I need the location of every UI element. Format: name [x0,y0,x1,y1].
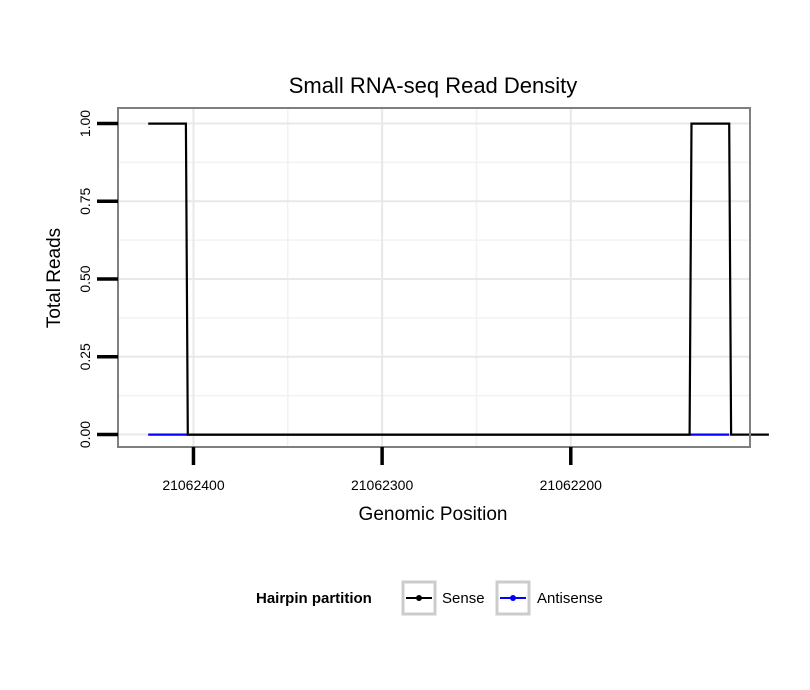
series-layer [148,122,769,436]
y-tick-label: 1.00 [77,110,93,137]
y-tick-label: 0.50 [77,265,93,292]
x-axis: 21062400 21062300 21062200 [162,447,602,493]
legend-item-sense: Sense [401,580,485,616]
legend-dot-sense [416,595,422,601]
x-tick-label: 21062200 [540,477,603,493]
x-axis-title: Genomic Position [359,504,508,525]
legend-dot-antisense [510,595,516,601]
plot-background [118,108,750,447]
y-axis: 0.00 0.25 0.50 0.75 1.00 [77,110,118,448]
legend-label-sense: Sense [442,590,485,607]
x-tick-label: 21062300 [351,477,414,493]
legend: Hairpin partition Sense Antisense [256,580,603,616]
plot-area [117,107,769,448]
y-axis-title: Total Reads [44,228,65,328]
y-tick-label: 0.25 [77,343,93,370]
legend-title: Hairpin partition [256,590,372,607]
y-tick-label: 0.00 [77,421,93,448]
y-tick-label: 0.75 [77,187,93,214]
chart-title: Small RNA-seq Read Density [289,73,578,98]
legend-item-antisense: Antisense [495,580,603,616]
x-tick-label: 21062400 [162,477,225,493]
legend-label-antisense: Antisense [537,590,603,607]
series-line-sense [148,122,769,436]
